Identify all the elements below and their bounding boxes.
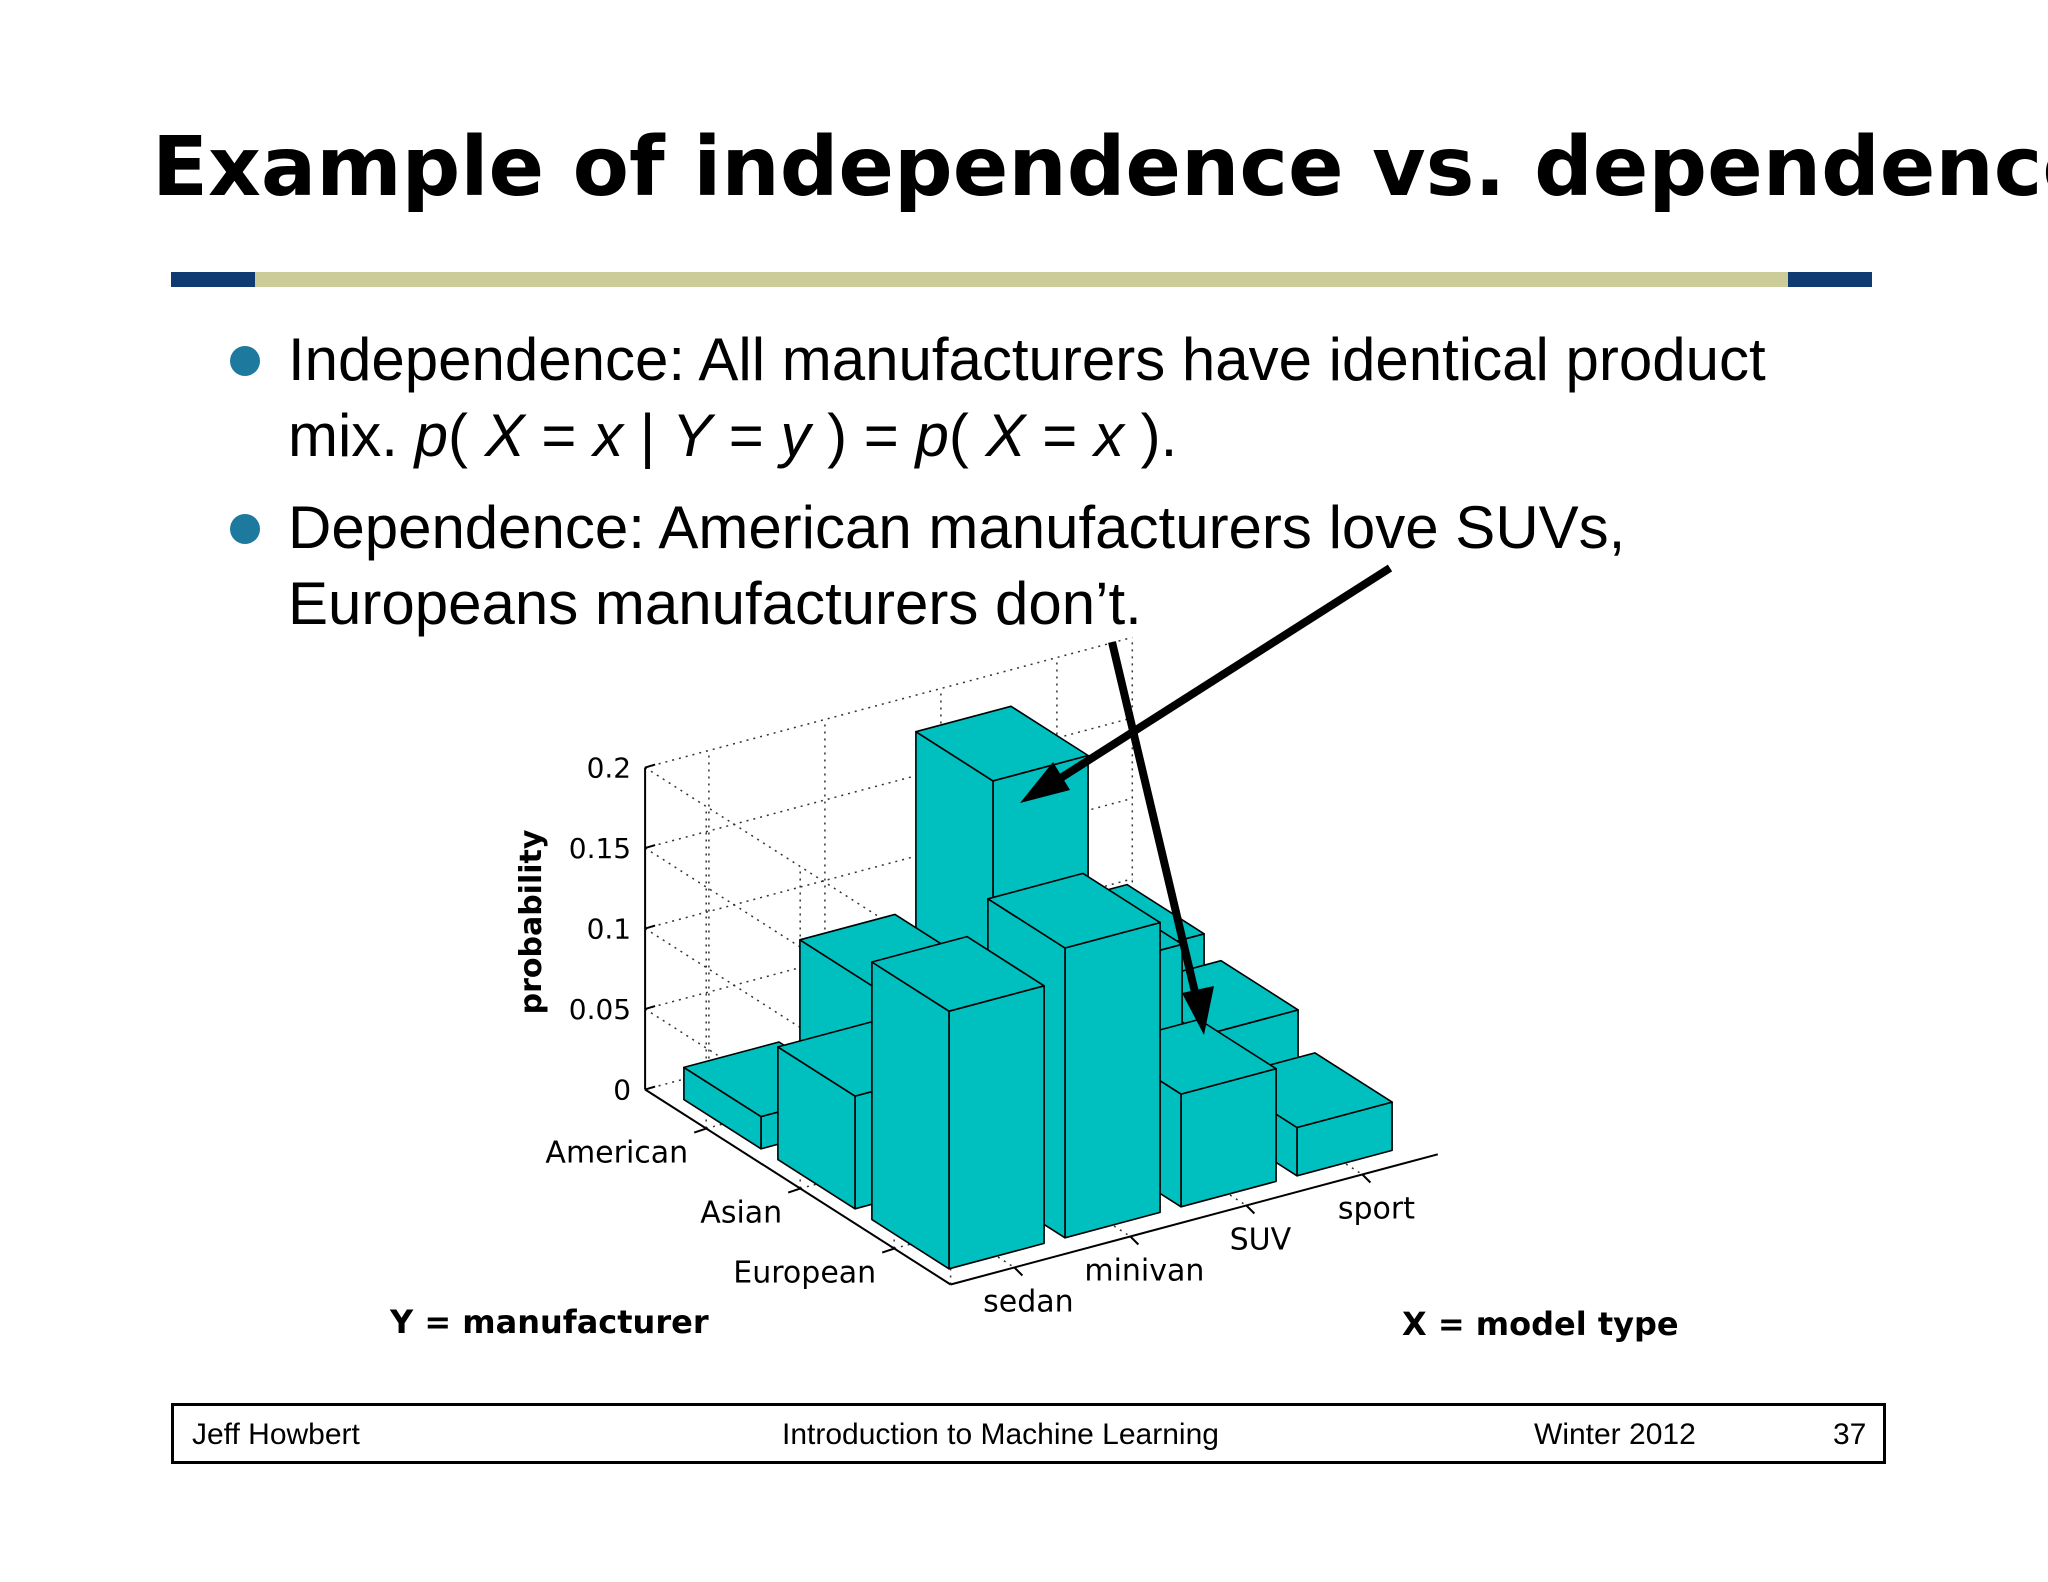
text-run: = xyxy=(712,402,781,469)
y-tick-label: Asian xyxy=(700,1196,782,1231)
math-symbol: p xyxy=(915,402,949,469)
bullet-dot xyxy=(230,514,260,544)
x-axis-title: X = model type xyxy=(1402,1305,1679,1343)
bullet-line: Dependence: American manufacturers love … xyxy=(288,490,1625,566)
z-tick xyxy=(644,1085,656,1091)
z-tick-label: 0.05 xyxy=(569,993,631,1026)
math-symbol: Y xyxy=(672,402,713,469)
text-run: Europeans manufacturers don’t. xyxy=(288,570,1142,637)
x-tick-label: SUV xyxy=(1230,1223,1292,1258)
bullet-text: Dependence: American manufacturers love … xyxy=(288,490,1625,642)
z-tick xyxy=(644,924,656,930)
bullet-line: Independence: All manufacturers have ide… xyxy=(288,322,1766,398)
math-symbol: y xyxy=(780,402,811,469)
text-run: Dependence: American manufacturers love … xyxy=(288,494,1626,561)
x-tick-label: minivan xyxy=(1084,1254,1204,1289)
chart-bars xyxy=(683,705,1393,1270)
chart-labels: 0 0.05 0.1 0.15 0.2 American Asian European seda… xyxy=(389,752,1679,1343)
annotation-arrows xyxy=(1020,564,1393,1035)
text-run: = xyxy=(524,402,594,469)
arrowhead-european-suv xyxy=(1182,986,1214,1035)
arrow-to-european-suv xyxy=(1108,641,1202,1006)
x-tick xyxy=(1361,1173,1372,1184)
slide-title: Example of independence vs. dependence xyxy=(152,120,2048,215)
z-tick xyxy=(644,763,656,769)
text-run: ( xyxy=(948,402,986,469)
bar-front-face xyxy=(948,984,1045,1270)
math-symbol: X xyxy=(985,402,1026,469)
y-tick-label: European xyxy=(733,1256,876,1291)
text-run: mix. xyxy=(288,402,415,469)
y-tick xyxy=(693,1127,707,1134)
bar-front-face xyxy=(1064,921,1161,1239)
math-symbol: p xyxy=(414,402,449,469)
z-tick-label: 0.2 xyxy=(587,752,632,785)
footer-author: Jeff Howbert xyxy=(192,1418,360,1451)
x-tick xyxy=(1245,1204,1256,1215)
x-tick xyxy=(1129,1235,1140,1246)
footer-term: Winter 2012 xyxy=(1534,1418,1696,1451)
x-tick-label: sedan xyxy=(983,1285,1074,1320)
z-tick xyxy=(644,1005,656,1011)
y-tick-label: American xyxy=(545,1136,688,1171)
math-symbol: X xyxy=(484,402,525,469)
z-axis-title: probability xyxy=(514,829,549,1014)
z-tick-label: 0.1 xyxy=(587,913,632,946)
y-tick xyxy=(787,1187,801,1194)
z-tick xyxy=(644,844,656,850)
title-rule xyxy=(171,272,1872,287)
slide-footer: Jeff Howbert Introduction to Machine Lea… xyxy=(171,1403,1886,1464)
x-axis xyxy=(950,1153,1439,1286)
bar-side-face xyxy=(871,961,950,1270)
bullet-line: mix. p( X = x | Y = y ) = p( X = x ). xyxy=(288,398,1766,474)
bullet-line: Europeans manufacturers don’t. xyxy=(288,566,1625,642)
chart-axes xyxy=(644,763,1439,1286)
bar-top-face xyxy=(987,872,1161,949)
y-axis-title: Y = manufacturer xyxy=(389,1303,709,1341)
text-run: | xyxy=(623,402,673,469)
text-run: ( xyxy=(448,402,485,469)
math-symbol: x xyxy=(593,402,624,469)
bar-top-face xyxy=(871,935,1045,1013)
text-run: ) = xyxy=(810,402,916,469)
bullet-dot xyxy=(230,346,260,376)
z-tick-label: 0.15 xyxy=(569,832,631,865)
y-axis xyxy=(644,1088,952,1286)
text-run: ). xyxy=(1123,402,1178,469)
z-tick-label: 0 xyxy=(613,1074,631,1107)
arrowhead-american-suv xyxy=(1020,762,1070,803)
footer-course: Introduction to Machine Learning xyxy=(782,1418,1219,1451)
title-rule-left-cap xyxy=(171,272,255,287)
grid-line xyxy=(644,636,1133,769)
y-tick xyxy=(881,1247,895,1254)
arrow-to-american-suv xyxy=(1042,564,1393,792)
footer-page-number: 37 xyxy=(1833,1418,1867,1451)
bar-top-face xyxy=(915,705,1089,782)
math-symbol: x xyxy=(1093,402,1124,469)
x-tick-label: sport xyxy=(1338,1192,1415,1227)
text-run: = xyxy=(1025,402,1094,469)
bullet-text: Independence: All manufacturers have ide… xyxy=(288,322,1766,474)
x-tick xyxy=(1013,1266,1024,1277)
bar-european-sedan xyxy=(871,935,1045,1270)
text-run: Independence: All manufacturers have ide… xyxy=(288,326,1766,393)
title-rule-right-cap xyxy=(1788,272,1872,287)
